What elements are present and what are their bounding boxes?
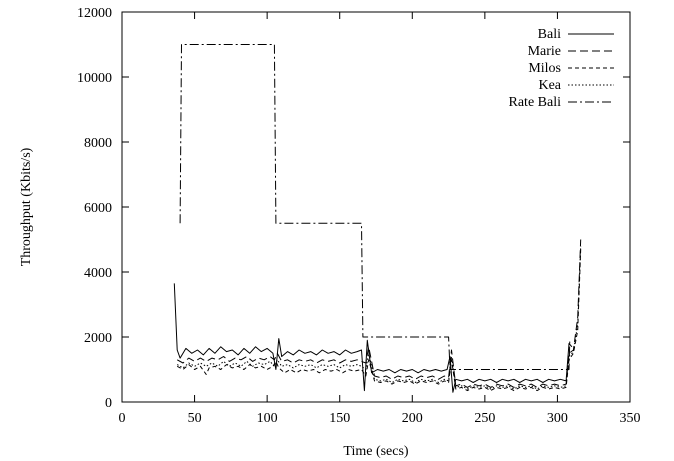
y-tick-label: 8000 xyxy=(84,136,112,151)
x-axis-label: Time (secs) xyxy=(343,444,409,459)
legend-label: Milos xyxy=(528,61,561,76)
y-tick-label: 10000 xyxy=(77,71,112,86)
y-tick-label: 12000 xyxy=(77,6,112,21)
y-axis-label: Throughput (Kbits/s) xyxy=(19,147,34,266)
legend: Bali Marie Milos Kea Rate Bali xyxy=(509,27,614,110)
x-tick-label: 100 xyxy=(257,411,278,426)
series-line-rate-bali xyxy=(179,44,571,370)
legend-label: Kea xyxy=(538,78,561,93)
legend-label: Bali xyxy=(538,27,561,42)
legend-label: Rate Bali xyxy=(509,95,562,110)
series-line-marie xyxy=(176,239,582,388)
y-tick-label: 2000 xyxy=(84,331,112,346)
y-tick-label: 6000 xyxy=(84,201,112,216)
x-tick-label: 250 xyxy=(474,411,495,426)
series-line-milos xyxy=(176,249,582,392)
series-line-bali xyxy=(173,283,573,393)
y-tick-label: 4000 xyxy=(84,266,112,281)
legend-label: Marie xyxy=(528,44,561,59)
x-tick-label: 0 xyxy=(119,411,126,426)
x-tick-label: 150 xyxy=(329,411,350,426)
x-tick-label: 350 xyxy=(620,411,641,426)
x-tick-label: 300 xyxy=(547,411,568,426)
axis-ticks: 0 50 100 150 200 250 300 350 0 2000 4000 6000 8000 10… xyxy=(77,6,641,426)
x-tick-label: 200 xyxy=(402,411,423,426)
series-layer xyxy=(173,44,582,393)
series-line-kea xyxy=(176,245,582,390)
y-tick-label: 0 xyxy=(105,396,112,411)
x-tick-label: 50 xyxy=(188,411,202,426)
